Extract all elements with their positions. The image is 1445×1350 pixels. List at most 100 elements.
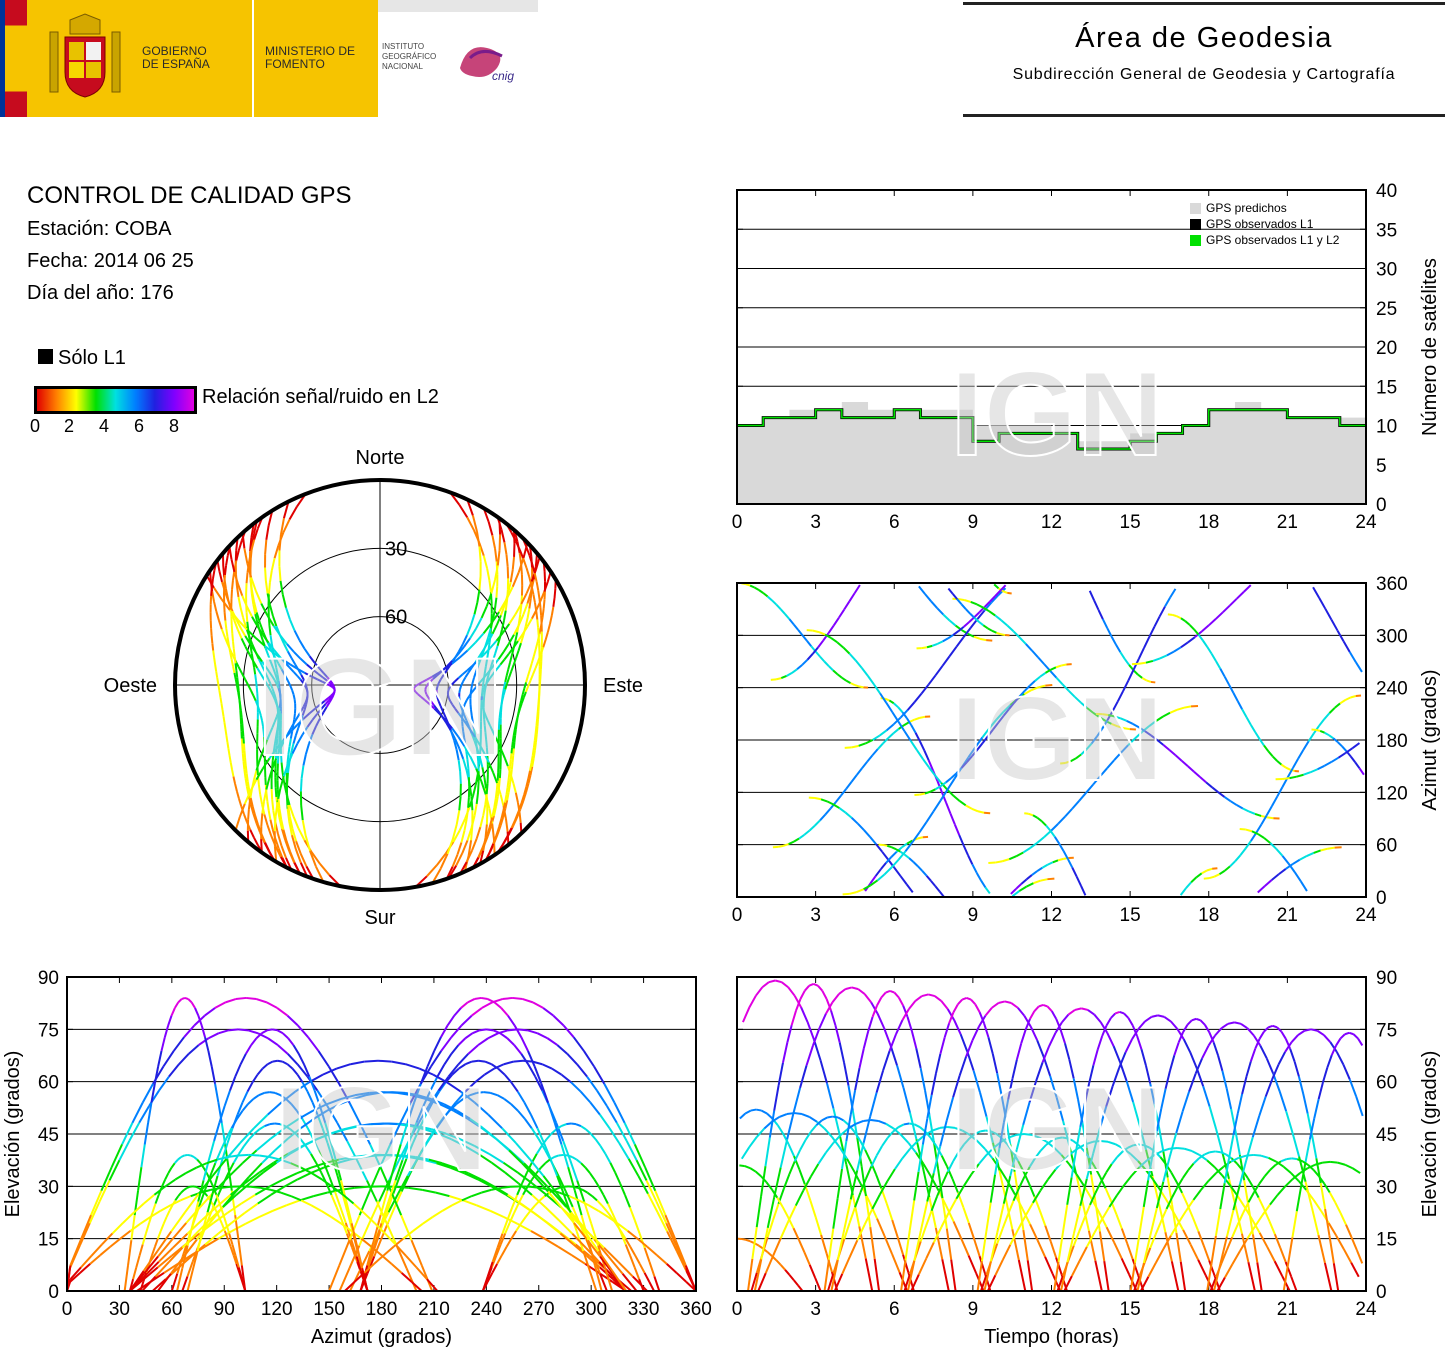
elevation-azimuth-track (629, 1255, 636, 1268)
elevation-azimuth-track (204, 1036, 210, 1052)
elevation-azimuth-track (583, 1050, 595, 1068)
elevation-time-track (1202, 1245, 1211, 1261)
elevation-time-track (947, 1198, 958, 1213)
elevation-time-track (1175, 1110, 1184, 1134)
skyplot-track (286, 680, 292, 686)
elevation-time-track (984, 1007, 993, 1017)
elevation-time-track (901, 1148, 911, 1159)
elevation-azimuth-track (417, 1105, 430, 1124)
elevation-time-track (863, 993, 872, 1003)
azimuth-track (1286, 767, 1294, 779)
elevation-azimuth-track (177, 1156, 182, 1161)
elevation-time-track (932, 1226, 943, 1243)
elevation-time-track (1245, 1136, 1254, 1161)
elevation-time-track (1214, 1027, 1223, 1037)
elevation-time-track (831, 1136, 841, 1148)
elevation-time-track (902, 1087, 911, 1113)
elevation-time-track (869, 1227, 876, 1260)
skyplot-track (261, 660, 267, 668)
skyplot-track (234, 663, 238, 671)
azimuth-track (1248, 810, 1256, 815)
elevation-time-track (779, 1113, 788, 1118)
elevation-time-track (1238, 1154, 1247, 1159)
azimuth-track (1328, 707, 1336, 714)
skyplot-track (278, 534, 282, 551)
azimuth-track (1092, 711, 1100, 718)
skyplot-track (414, 691, 419, 695)
elevation-time-track (750, 1272, 758, 1292)
skyplot-track (487, 633, 494, 643)
azimuth-track (882, 737, 889, 745)
elevation-time-track (960, 1237, 970, 1256)
spain-flag-stripe (5, 0, 27, 117)
skyplot-track (524, 617, 529, 627)
azimuth-track (1217, 791, 1226, 798)
azimuth-track (1319, 730, 1325, 734)
predicted-area (737, 401, 1366, 504)
azimuth-track (1060, 663, 1067, 667)
skyplot-track (253, 649, 259, 657)
azimuth-track (832, 669, 839, 675)
elevation-time-track (1137, 1020, 1146, 1030)
skyplot-track (452, 829, 461, 843)
elevation-time-track (1209, 1276, 1217, 1292)
elevation-time-track (1277, 1051, 1286, 1065)
elevation-azimuth-track (336, 1063, 351, 1070)
elevation-time-track (1054, 1021, 1063, 1034)
elevation-azimuth-track (184, 996, 189, 1000)
azimuth-track (984, 886, 991, 895)
skyplot-track (325, 701, 331, 708)
elevation-azimuth-track (225, 1127, 233, 1140)
skyplot-track (496, 550, 501, 566)
elevation-time-track (1208, 1106, 1218, 1130)
elevation-azimuth-track (139, 1281, 145, 1292)
azimuth-track (826, 800, 834, 806)
skyplot-track (508, 634, 515, 645)
skyplot-track (517, 557, 525, 574)
elevation-time-track (742, 1006, 751, 1023)
elevation-azimuth-track (408, 1186, 423, 1191)
skyplot-track (232, 648, 236, 657)
elevation-azimuth-track (505, 1238, 513, 1248)
elevation-time-track (763, 1121, 773, 1130)
skyplot-track (260, 813, 264, 827)
elevation-time-track (1160, 1208, 1168, 1222)
azimuth-track (1106, 627, 1113, 638)
elevation-azimuth-track (164, 1178, 176, 1188)
elevation-time-track (1015, 1124, 1025, 1150)
elevation-azimuth-track (109, 1237, 121, 1248)
elevation-azimuth-track (310, 1153, 317, 1164)
azimuth-track (1031, 870, 1038, 876)
elevation-azimuth-track (568, 1195, 580, 1202)
azimuth-track (1271, 755, 1278, 762)
elevation-time-track (961, 996, 967, 1001)
elevation-time-track (900, 1134, 910, 1144)
azimuth-track (1164, 596, 1172, 608)
azimuth-track (1067, 690, 1076, 698)
elevation-azimuth-track (170, 1199, 182, 1207)
elevation-azimuth-track (330, 1128, 345, 1135)
skyplot-track (498, 599, 508, 613)
elevation-time-track (1350, 1236, 1358, 1251)
elevation-azimuth-track (685, 1281, 697, 1292)
azimuth-track (1324, 761, 1332, 767)
elevation-azimuth-track (237, 1267, 243, 1280)
skyplot-track (255, 637, 266, 647)
elevation-azimuth-track (258, 1091, 265, 1097)
elevation-time-track (1246, 1027, 1255, 1037)
elevation-azimuth-track (437, 1132, 452, 1141)
elevation-time-track (1067, 1137, 1074, 1142)
skyplot-track (439, 674, 445, 680)
azimuth-track (988, 610, 996, 617)
elevation-azimuth-track (391, 1060, 406, 1066)
elevation-time-track (1056, 1136, 1063, 1140)
elevation-time-track (1079, 1178, 1088, 1207)
azimuth-track (925, 810, 935, 823)
elevation-azimuth-track (516, 1182, 523, 1196)
elevation-time-track (990, 1130, 997, 1135)
azimuth-track (1195, 872, 1203, 879)
skyplot-track (217, 619, 223, 630)
skyplot-track (537, 690, 541, 698)
elevation-azimuth-track (226, 1238, 232, 1248)
elevation-time-track (910, 1274, 920, 1292)
